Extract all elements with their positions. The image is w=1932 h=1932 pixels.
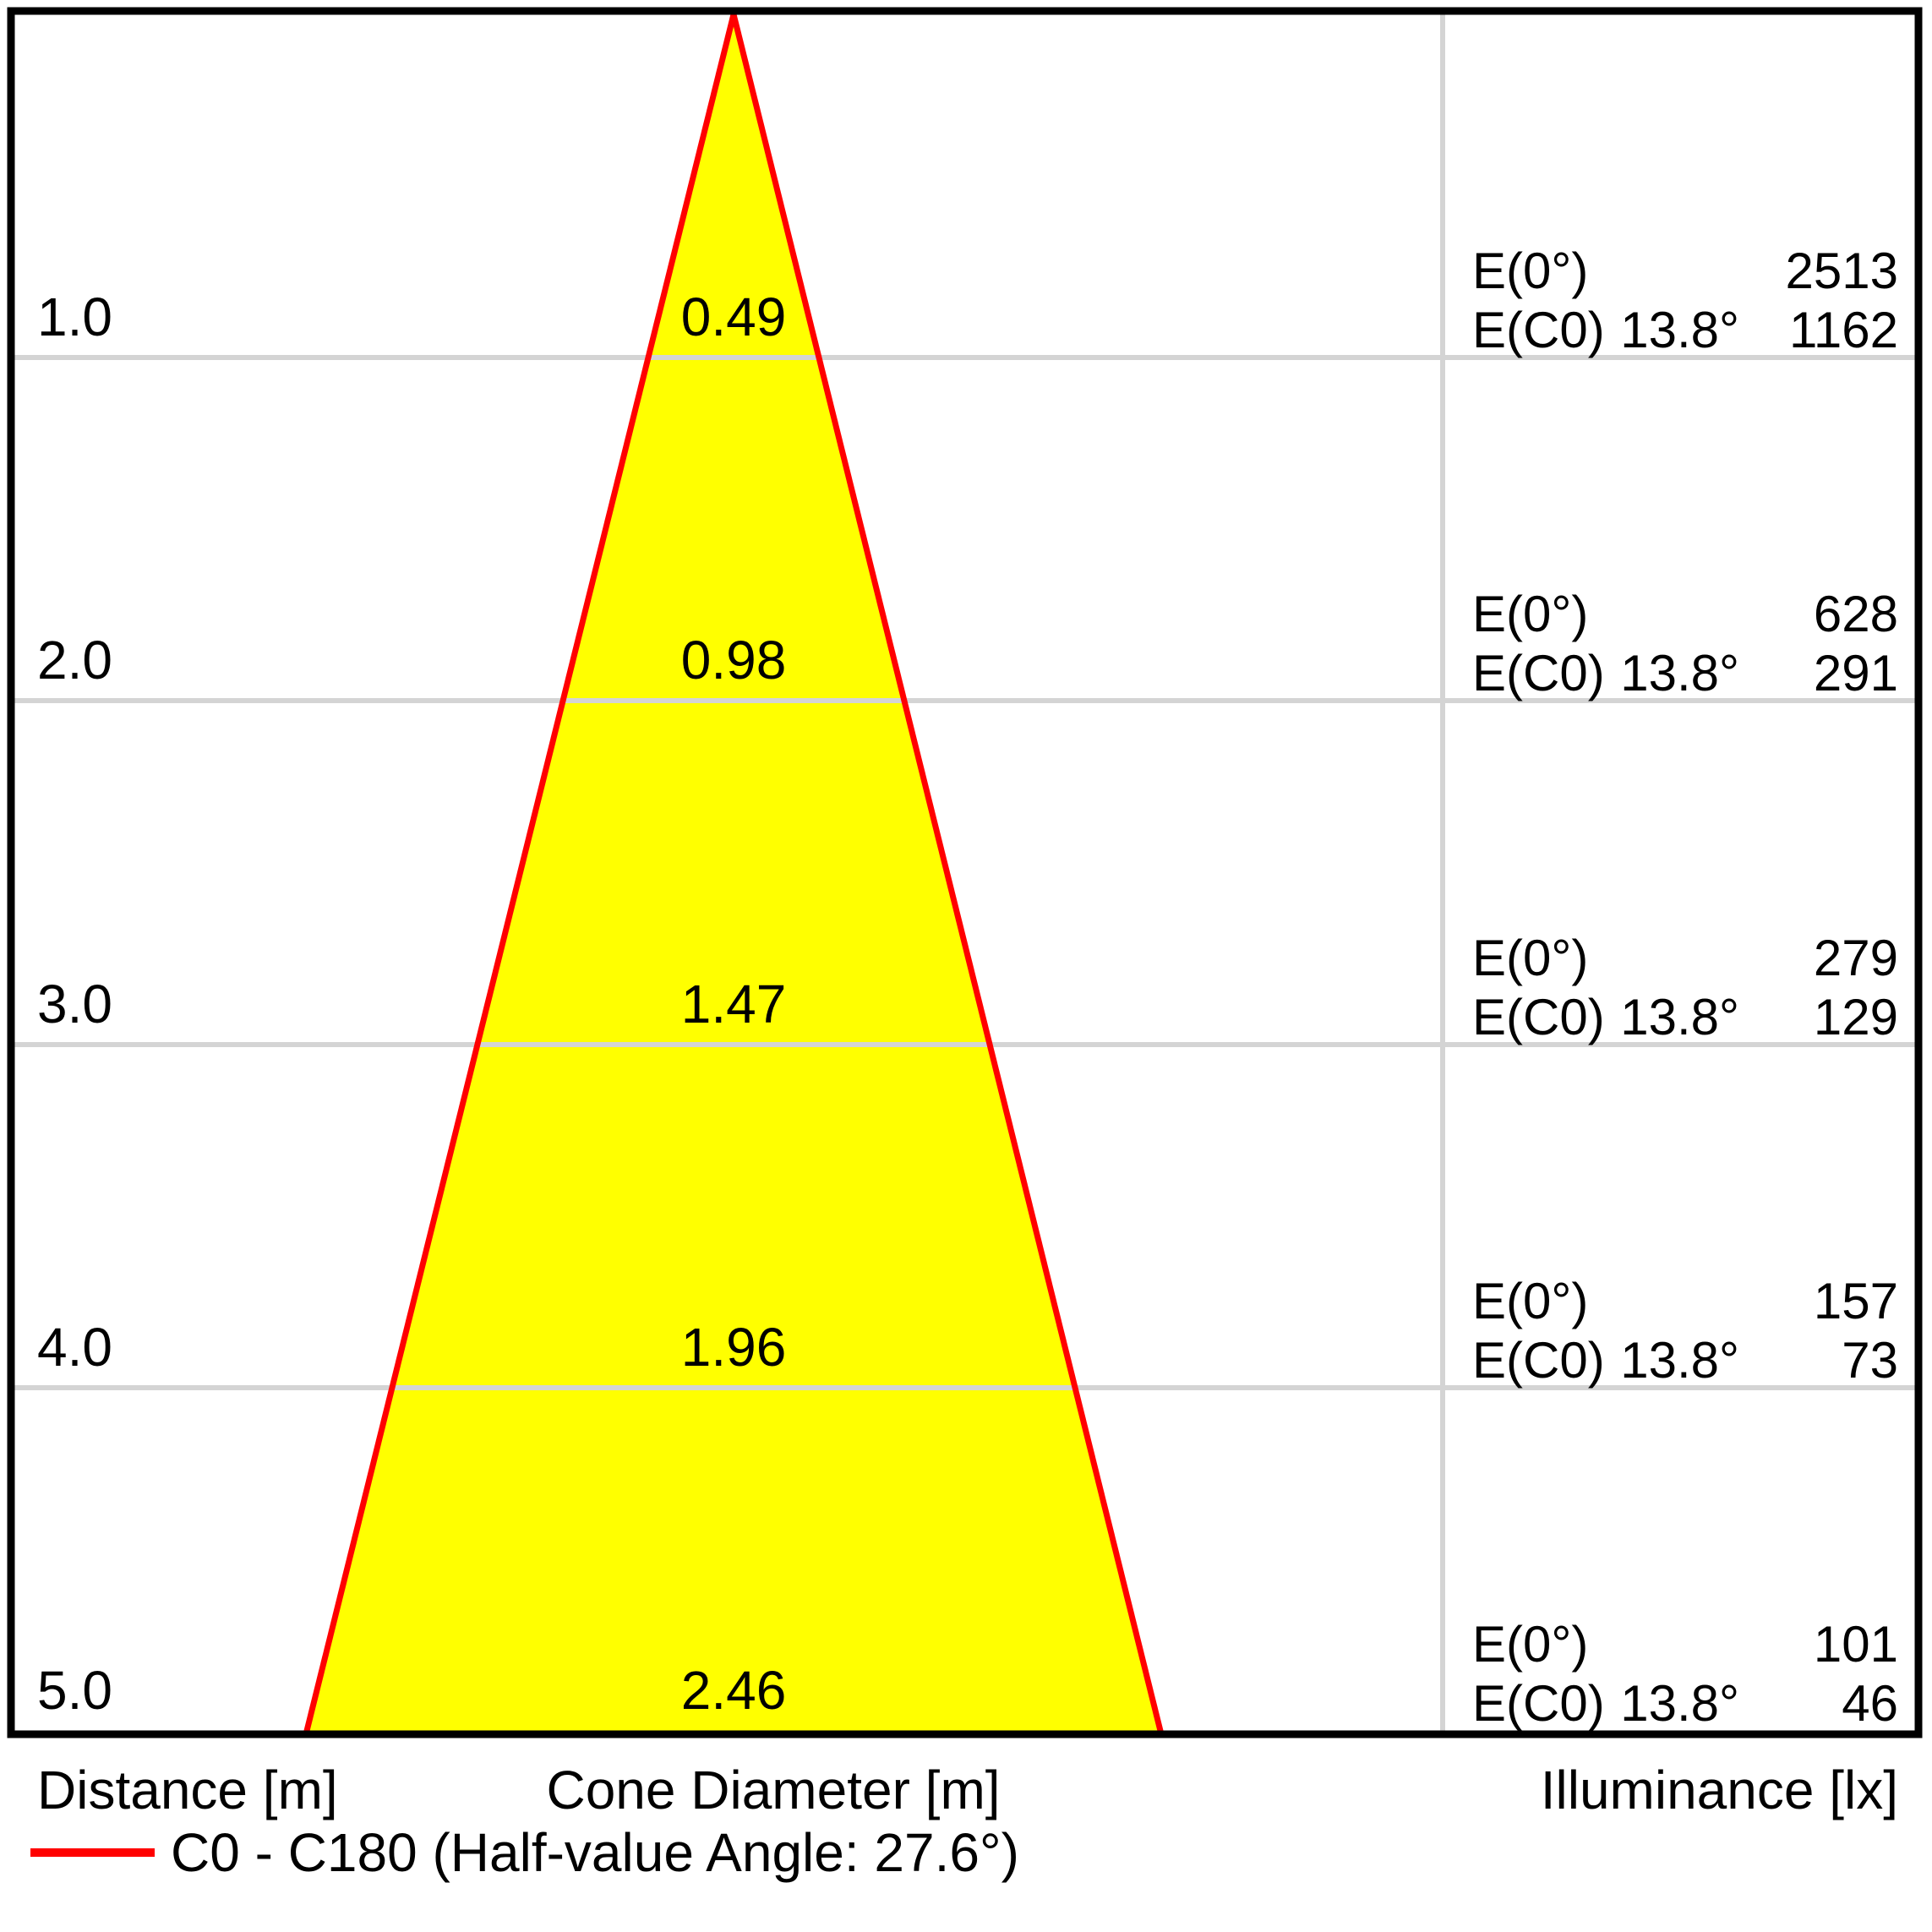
e0-label-1: E(0°) [1472, 243, 1588, 299]
cone-edge-left [303, 14, 737, 1735]
cone-diameter-label-4: 1.96 [681, 1317, 787, 1378]
ec0-label-3: E(C0) [1472, 989, 1605, 1045]
chart-border [7, 7, 1923, 1738]
cone-diameter-label-2: 0.98 [681, 630, 787, 690]
e0-value-3: 279 [1814, 930, 1898, 986]
ec0-angle-4: 13.8° [1620, 1332, 1739, 1389]
e0-label-3: E(0°) [1472, 930, 1588, 986]
e0-label-4: E(0°) [1472, 1273, 1588, 1329]
cone-diameter-label-3: 1.47 [681, 974, 787, 1034]
legend-label: C0 - C180 (Half-value Angle: 27.6°) [171, 1822, 1019, 1883]
e0-value-2: 628 [1814, 586, 1898, 642]
e0-label-2: E(0°) [1472, 586, 1588, 642]
distance-label-5: 5.0 [37, 1660, 112, 1721]
e0-value-4: 157 [1814, 1273, 1898, 1329]
ec0-angle-1: 13.8° [1620, 302, 1739, 358]
ec0-label-1: E(C0) [1472, 302, 1605, 358]
distance-label-3: 3.0 [37, 974, 112, 1034]
ec0-value-3: 129 [1814, 989, 1898, 1045]
light-cone-fill [306, 14, 1161, 1734]
distance-label-1: 1.0 [37, 287, 112, 347]
e0-value-5: 101 [1814, 1616, 1898, 1673]
distance-label-2: 2.0 [37, 630, 112, 690]
ec0-angle-2: 13.8° [1620, 645, 1739, 701]
cone-diameter-axis-header: Cone Diameter [m] [546, 1760, 1000, 1820]
ec0-angle-5: 13.8° [1620, 1675, 1739, 1732]
ec0-label-5: E(C0) [1472, 1675, 1605, 1732]
cone-diameter-label-1: 0.49 [681, 287, 787, 347]
ec0-label-2: E(C0) [1472, 645, 1605, 701]
cone-edge-right [730, 14, 1165, 1735]
ec0-value-2: 291 [1814, 645, 1898, 701]
illuminance-axis-header: Illuminance [lx] [1541, 1760, 1898, 1820]
e0-label-5: E(0°) [1472, 1616, 1588, 1673]
ec0-value-1: 1162 [1789, 302, 1898, 358]
distance-axis-header: Distance [m] [37, 1760, 338, 1820]
ec0-angle-3: 13.8° [1620, 989, 1739, 1045]
cone-diameter-label-5: 2.46 [681, 1660, 787, 1721]
ec0-value-5: 46 [1842, 1675, 1898, 1732]
e0-value-1: 2513 [1786, 243, 1898, 299]
ec0-label-4: E(C0) [1472, 1332, 1605, 1389]
distance-label-4: 4.0 [37, 1317, 112, 1378]
ec0-value-4: 73 [1842, 1332, 1898, 1389]
